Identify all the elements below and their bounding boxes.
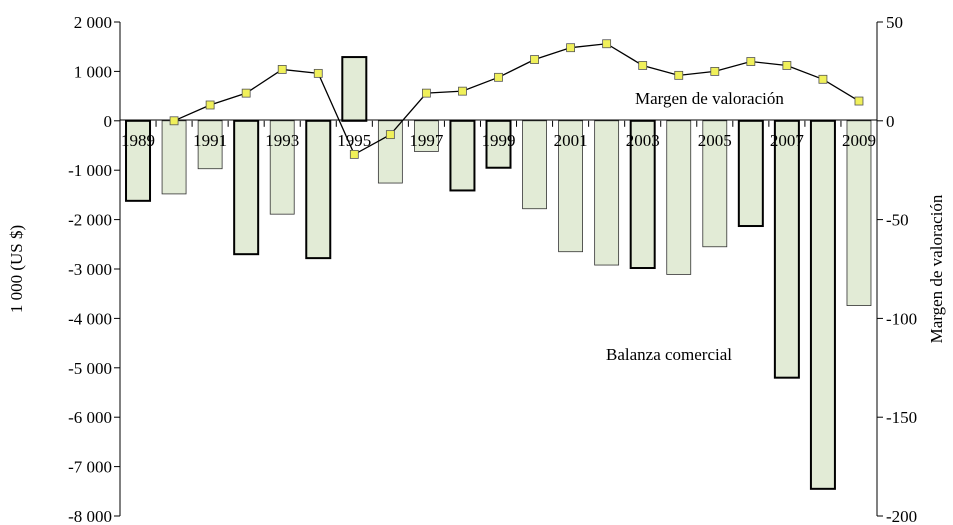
margin-point-2008 [818,74,828,84]
bar-2002 [594,120,620,266]
x-tick-label: 1993 [265,131,299,150]
bar-2005 [702,120,728,248]
bar-1999 [485,119,512,169]
bar-series-annotation: Balanza comercial [606,345,732,364]
x-tick-label: 2003 [626,131,660,150]
left-tick-label: -1 000 [68,161,112,180]
margin-point-2005 [710,67,720,76]
margin-point-2003 [638,61,648,70]
margin-point-2006 [746,57,756,66]
left-tick-label: -6 000 [68,408,112,427]
margin-point-2001 [566,43,575,53]
right-tick-label: -100 [886,309,917,328]
left-tick-label: -4 000 [68,309,112,328]
right-tick-label: 50 [886,13,903,32]
margin-point-2002 [602,39,612,49]
margin-point-1999 [494,72,503,82]
left-tick-label: 2 000 [74,13,112,32]
margin-point-1998 [458,86,467,96]
margin-point-1996 [385,130,395,140]
bar-1995 [341,56,368,122]
right-tick-label: -50 [886,211,909,230]
margin-point-1997 [421,88,431,98]
left-tick-label: -3 000 [68,260,112,279]
x-tick-label: 1989 [121,131,155,150]
bar-1997 [413,120,439,152]
bar-2004 [666,120,692,275]
margin-point-1990 [169,116,179,126]
margin-point-2007 [782,61,792,70]
line-layer [169,39,864,159]
x-tick-label: 2001 [554,131,588,150]
bar-1989 [125,119,152,202]
left-tick-label: -8 000 [68,507,112,525]
bar-1992 [233,119,260,256]
left-axis-title: 1 000 (US $) [7,225,26,313]
bar-2006 [737,119,764,228]
valuation-margin-line [173,43,860,156]
x-tick-label: 1999 [482,131,516,150]
bar-2007 [773,119,800,379]
x-tick-label: 1997 [409,131,444,150]
x-tick-label: 1995 [337,131,371,150]
line-series-annotation: Margen de valoración [635,89,784,108]
margin-point-1992 [241,88,251,98]
margin-point-1993 [277,65,287,74]
margin-point-1994 [313,68,323,78]
x-tick-label: 2005 [698,131,732,150]
bar-1994 [305,119,332,260]
bar-1991 [197,120,223,170]
margin-point-1991 [205,100,215,110]
right-tick-label: -200 [886,507,917,525]
bar-2008 [809,119,836,490]
x-tick-label: 2009 [842,131,876,150]
bar-2003 [629,119,656,270]
bar-2000 [522,120,547,210]
right-tick-label: 0 [886,112,895,131]
right-axis-title: Margen de valoración [927,194,946,343]
bar-2001 [558,120,583,253]
left-tick-label: 1 000 [74,62,112,81]
left-tick-label: -7 000 [68,458,112,477]
x-tick-label: 1991 [193,131,227,150]
labels-layer: 1 000 (US $) Margen de valoración Margen… [7,89,946,364]
margin-point-1995 [349,149,359,159]
bar-1998 [449,119,476,192]
margin-point-2000 [530,55,539,64]
bar-1993 [269,120,295,215]
bars-layer [125,56,872,490]
bar-2009 [846,120,872,306]
left-tick-label: -2 000 [68,211,112,230]
bar-1990 [161,120,187,195]
left-tick-label: 0 [104,112,113,131]
margin-point-2004 [674,70,684,80]
right-tick-label: -150 [886,408,917,427]
left-tick-label: -5 000 [68,359,112,378]
ticks-layer: 2 000 1 000 0 -1 000 -2 000 -3 000 -4 000 -5 00… [68,13,917,525]
margin-point-2009 [854,96,864,106]
bar-1996 [377,120,403,184]
x-tick-label: 2007 [770,131,805,150]
